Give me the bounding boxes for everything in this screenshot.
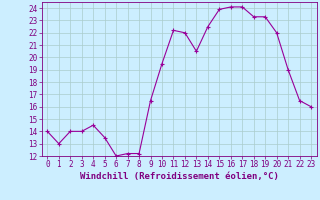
X-axis label: Windchill (Refroidissement éolien,°C): Windchill (Refroidissement éolien,°C) (80, 172, 279, 181)
